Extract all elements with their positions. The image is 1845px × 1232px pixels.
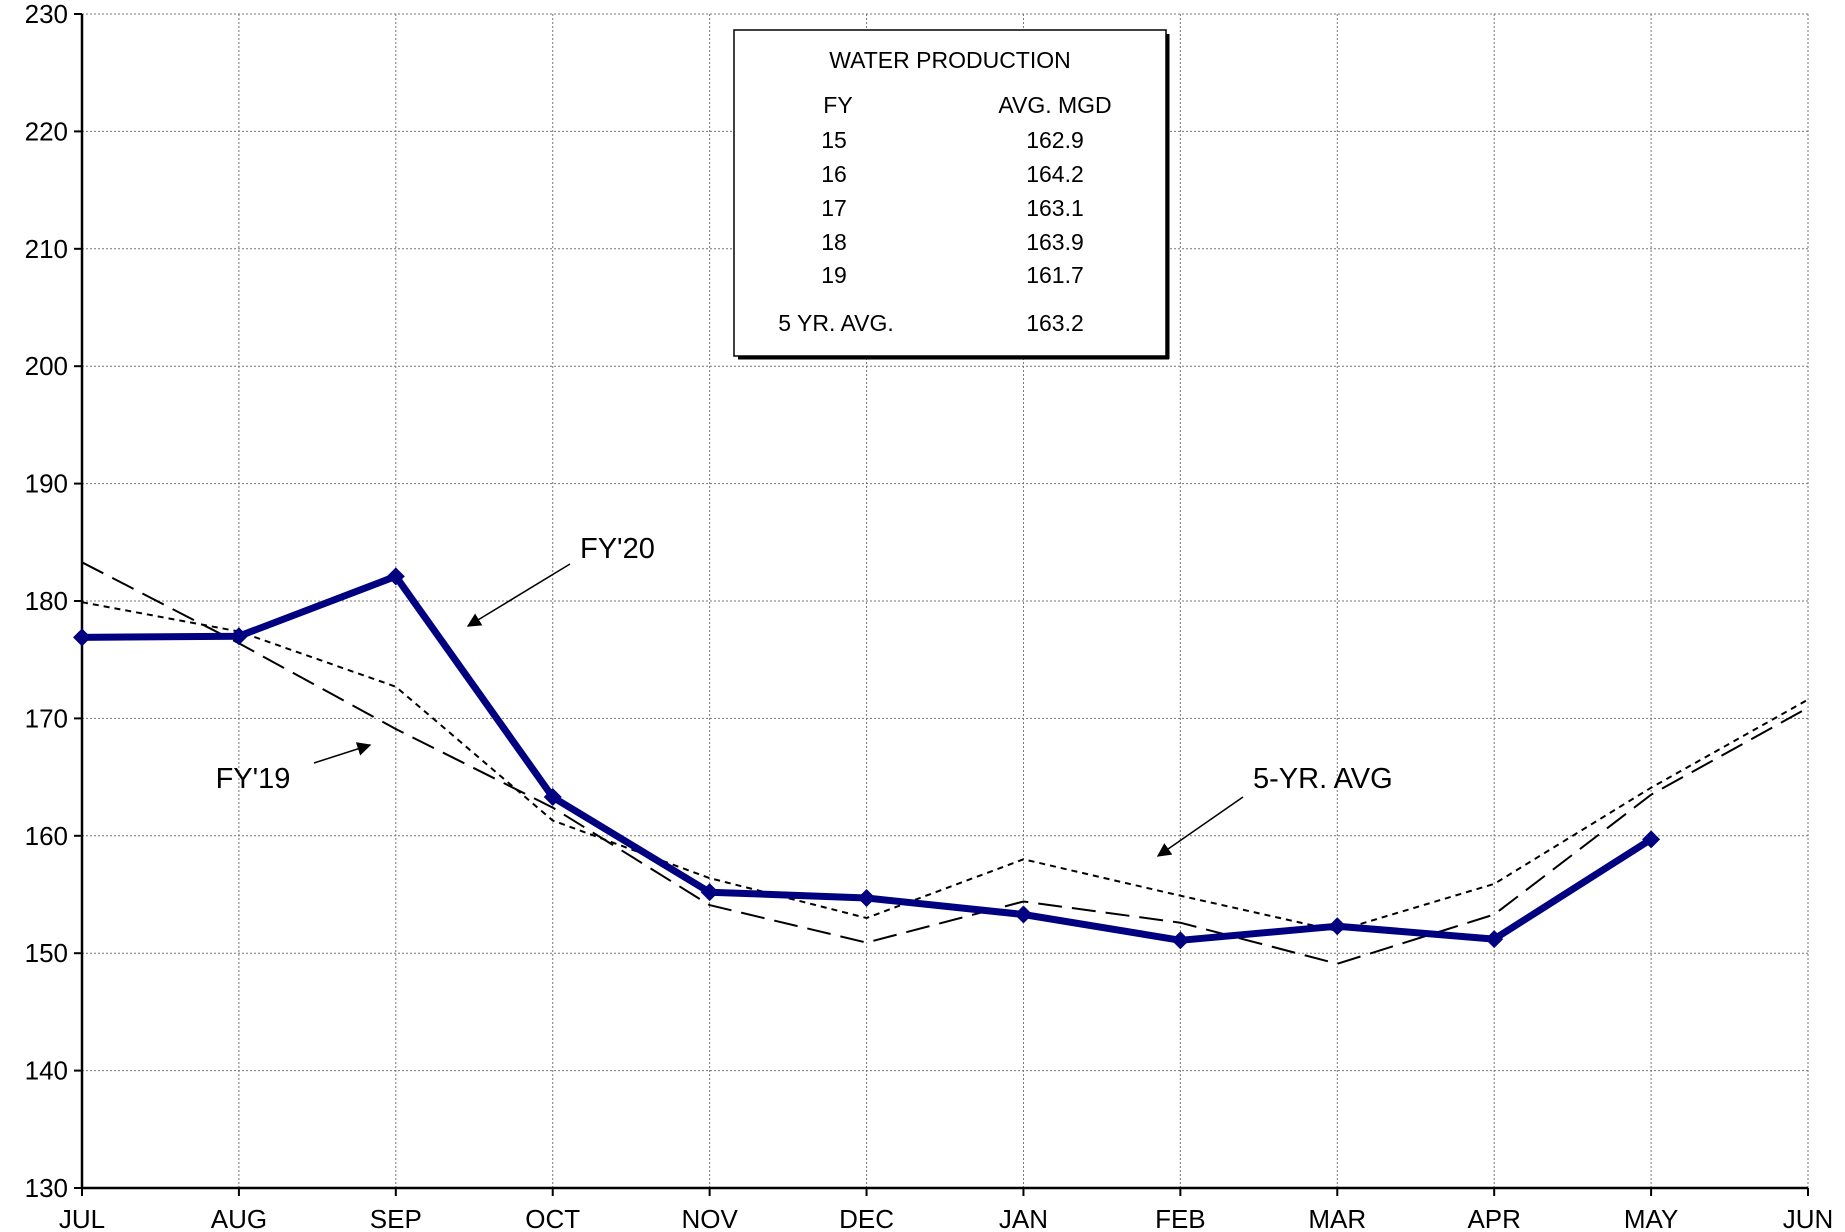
x-tick-label: MAR: [1308, 1204, 1366, 1232]
x-tick-label: JAN: [999, 1204, 1048, 1232]
table-summary-label: 5 YR. AVG.: [778, 310, 893, 336]
table-row-mgd: 163.9: [1026, 229, 1084, 255]
table-border: [733, 29, 1167, 357]
table-row-fy: 15: [821, 127, 847, 153]
fy20-marker: [229, 627, 248, 646]
series-annotation-label: FY'20: [580, 533, 655, 565]
x-tick-label: APR: [1467, 1204, 1520, 1232]
series-line-5yr-avg: [81, 601, 1809, 932]
x-tick-label: OCT: [525, 1204, 580, 1232]
x-tick-label: DEC: [839, 1204, 894, 1232]
fy20-marker: [543, 788, 562, 807]
fy20-marker: [1642, 830, 1661, 849]
fy20-marker: [1014, 905, 1033, 924]
annotation-arrow: [1156, 796, 1244, 857]
y-tick-label: 150: [25, 938, 68, 968]
y-tick-label: 210: [25, 234, 68, 264]
fy20-marker: [1328, 917, 1347, 936]
x-tick-label: AUG: [211, 1204, 267, 1232]
fy20-marker: [700, 883, 719, 902]
series-line-fy19: [81, 561, 1809, 965]
fy20-marker: [386, 567, 405, 586]
table-row-fy: 19: [821, 262, 847, 288]
x-tick-label: SEP: [370, 1204, 422, 1232]
y-tick-label: 130: [25, 1173, 68, 1203]
series-lines: [73, 561, 1809, 965]
fy20-marker: [1485, 930, 1504, 949]
table-row-mgd: 161.7: [1026, 262, 1084, 288]
table-col-header-mgd: AVG. MGD: [998, 92, 1111, 118]
y-tick-label: 220: [25, 116, 68, 146]
x-tick-label: JUN: [1783, 1204, 1834, 1232]
table-row-fy: 18: [821, 229, 847, 255]
x-tick-label: JUL: [59, 1204, 105, 1232]
y-tick-label: 180: [25, 586, 68, 616]
y-tick-label: 230: [25, 0, 68, 29]
y-tick-label: 140: [25, 1056, 68, 1086]
fy20-marker: [1171, 931, 1190, 950]
y-tick-label: 200: [25, 351, 68, 381]
table-title: WATER PRODUCTION: [829, 47, 1071, 73]
table-row-fy: 16: [821, 161, 847, 187]
annotation-arrow: [466, 563, 571, 627]
axes: 130 140 150 160 170 180 190 200 210 220 230 JUL AUG S…: [25, 0, 1834, 1232]
series-annotation-label: FY'19: [216, 763, 291, 795]
series-annotation-label: 5-YR. AVG: [1253, 763, 1393, 795]
x-tick-label: NOV: [681, 1204, 738, 1232]
y-tick-label: 160: [25, 821, 68, 851]
table-row-fy: 17: [821, 195, 847, 221]
x-tick-label: MAY: [1624, 1204, 1678, 1232]
water-production-table: WATER PRODUCTION FY AVG. MGD 15 162.9 16…: [733, 29, 1170, 360]
table-row-mgd: 163.1: [1026, 195, 1084, 221]
table-summary-value: 163.2: [1026, 310, 1084, 336]
table-row-mgd: 162.9: [1026, 127, 1084, 153]
annotations: FY'20 FY'19 5-YR. AVG: [216, 533, 1393, 857]
annotation-arrow: [313, 742, 372, 764]
fy20-marker: [73, 628, 91, 647]
x-tick-label: FEB: [1155, 1204, 1206, 1232]
table-col-header-fy: FY: [823, 92, 852, 118]
y-tick-label: 190: [25, 469, 68, 499]
fy20-marker: [857, 889, 876, 908]
table-row-mgd: 164.2: [1026, 161, 1084, 187]
y-tick-label: 170: [25, 703, 68, 733]
